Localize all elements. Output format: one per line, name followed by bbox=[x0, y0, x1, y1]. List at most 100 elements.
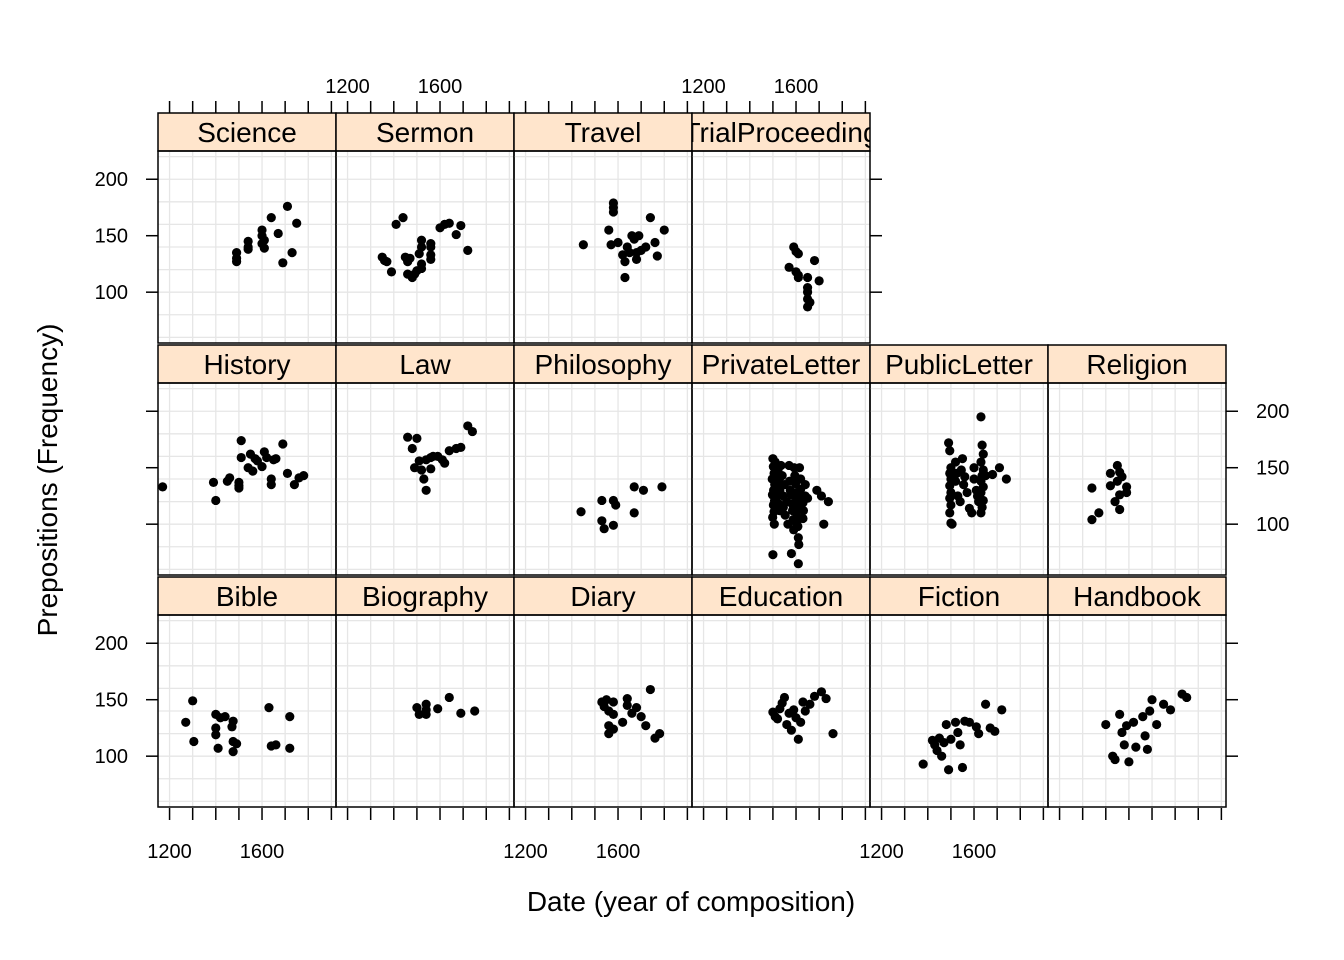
panel-religion: Religion bbox=[1048, 345, 1226, 575]
data-point bbox=[794, 559, 803, 568]
data-point bbox=[274, 229, 283, 238]
data-point bbox=[468, 427, 477, 436]
data-point bbox=[960, 472, 969, 481]
y-tick-label: 200 bbox=[95, 169, 128, 191]
data-point bbox=[1101, 720, 1110, 729]
panel-points bbox=[412, 693, 479, 719]
data-point bbox=[422, 486, 431, 495]
data-point bbox=[1110, 755, 1119, 764]
data-point bbox=[976, 508, 985, 517]
panel-handbook: Handbook bbox=[1048, 577, 1226, 807]
data-point bbox=[953, 728, 962, 737]
panel-strip-label: Law bbox=[399, 349, 451, 380]
data-point bbox=[225, 473, 234, 482]
panel-travel: Travel bbox=[514, 113, 692, 343]
data-point bbox=[793, 522, 802, 531]
data-point bbox=[576, 507, 585, 516]
data-point bbox=[382, 257, 391, 266]
data-point bbox=[810, 256, 819, 265]
data-point bbox=[945, 508, 954, 517]
data-point bbox=[962, 488, 971, 497]
panel-grid bbox=[514, 615, 692, 807]
panel-points bbox=[181, 696, 294, 756]
data-point bbox=[463, 246, 472, 255]
data-point bbox=[819, 520, 828, 529]
data-point bbox=[824, 497, 833, 506]
data-point bbox=[264, 703, 273, 712]
data-point bbox=[979, 450, 988, 459]
panel-diary: Diary bbox=[514, 577, 692, 807]
panel-biography: Biography bbox=[336, 577, 514, 807]
data-point bbox=[798, 514, 807, 523]
data-point bbox=[456, 709, 465, 718]
data-point bbox=[292, 219, 301, 228]
panel-points bbox=[1101, 689, 1191, 766]
data-point bbox=[237, 436, 246, 445]
data-point bbox=[1152, 720, 1161, 729]
panel-strip-label: Education bbox=[719, 581, 844, 612]
panel-points bbox=[944, 412, 1011, 528]
panel-points bbox=[784, 242, 823, 311]
data-point bbox=[646, 685, 655, 694]
x-tick-label: 1200 bbox=[325, 76, 370, 98]
data-point bbox=[803, 494, 812, 503]
data-point bbox=[976, 457, 985, 466]
data-point bbox=[780, 693, 789, 702]
data-point bbox=[248, 466, 257, 475]
data-point bbox=[1140, 731, 1149, 740]
panel-strip-label: Diary bbox=[570, 581, 635, 612]
data-point bbox=[1115, 710, 1124, 719]
data-point bbox=[445, 219, 454, 228]
y-tick-label: 150 bbox=[95, 226, 128, 248]
data-point bbox=[657, 482, 666, 491]
data-point bbox=[234, 483, 243, 492]
data-point bbox=[981, 700, 990, 709]
data-point bbox=[600, 524, 609, 533]
data-point bbox=[456, 221, 465, 230]
data-point bbox=[945, 446, 954, 455]
data-point bbox=[1115, 505, 1124, 514]
panel-grid bbox=[514, 151, 692, 343]
data-point bbox=[283, 202, 292, 211]
data-point bbox=[392, 220, 401, 229]
panel-grid bbox=[158, 383, 336, 575]
y-tick-label: 100 bbox=[95, 746, 128, 768]
data-point bbox=[214, 744, 223, 753]
data-point bbox=[426, 255, 435, 264]
data-point bbox=[211, 730, 220, 739]
data-point bbox=[426, 464, 435, 473]
data-point bbox=[417, 264, 426, 273]
data-point bbox=[211, 496, 220, 505]
data-point bbox=[232, 739, 241, 748]
data-point bbox=[387, 267, 396, 276]
panel-strip-label: PublicLetter bbox=[885, 349, 1033, 380]
data-point bbox=[787, 726, 796, 735]
data-point bbox=[456, 443, 465, 452]
panel-grid bbox=[1048, 615, 1226, 807]
panel-strip-label: TrialProceeding bbox=[683, 117, 878, 148]
data-point bbox=[417, 465, 426, 474]
data-point bbox=[778, 471, 787, 480]
data-point bbox=[209, 478, 218, 487]
data-point bbox=[1124, 757, 1133, 766]
data-point bbox=[412, 434, 421, 443]
data-point bbox=[260, 244, 269, 253]
panel-grid bbox=[692, 151, 870, 343]
panel-fiction: Fiction bbox=[870, 577, 1048, 807]
data-point bbox=[609, 521, 618, 530]
data-point bbox=[632, 703, 641, 712]
data-point bbox=[403, 433, 412, 442]
panel-strip-label: Sermon bbox=[376, 117, 474, 148]
data-point bbox=[433, 704, 442, 713]
data-point bbox=[287, 248, 296, 257]
data-point bbox=[959, 480, 968, 489]
data-point bbox=[641, 721, 650, 730]
data-point bbox=[227, 722, 236, 731]
panel-education: Education bbox=[692, 577, 870, 807]
data-point bbox=[967, 508, 976, 517]
data-point bbox=[958, 454, 967, 463]
data-point bbox=[417, 242, 426, 251]
data-point bbox=[440, 459, 449, 468]
data-point bbox=[956, 497, 965, 506]
